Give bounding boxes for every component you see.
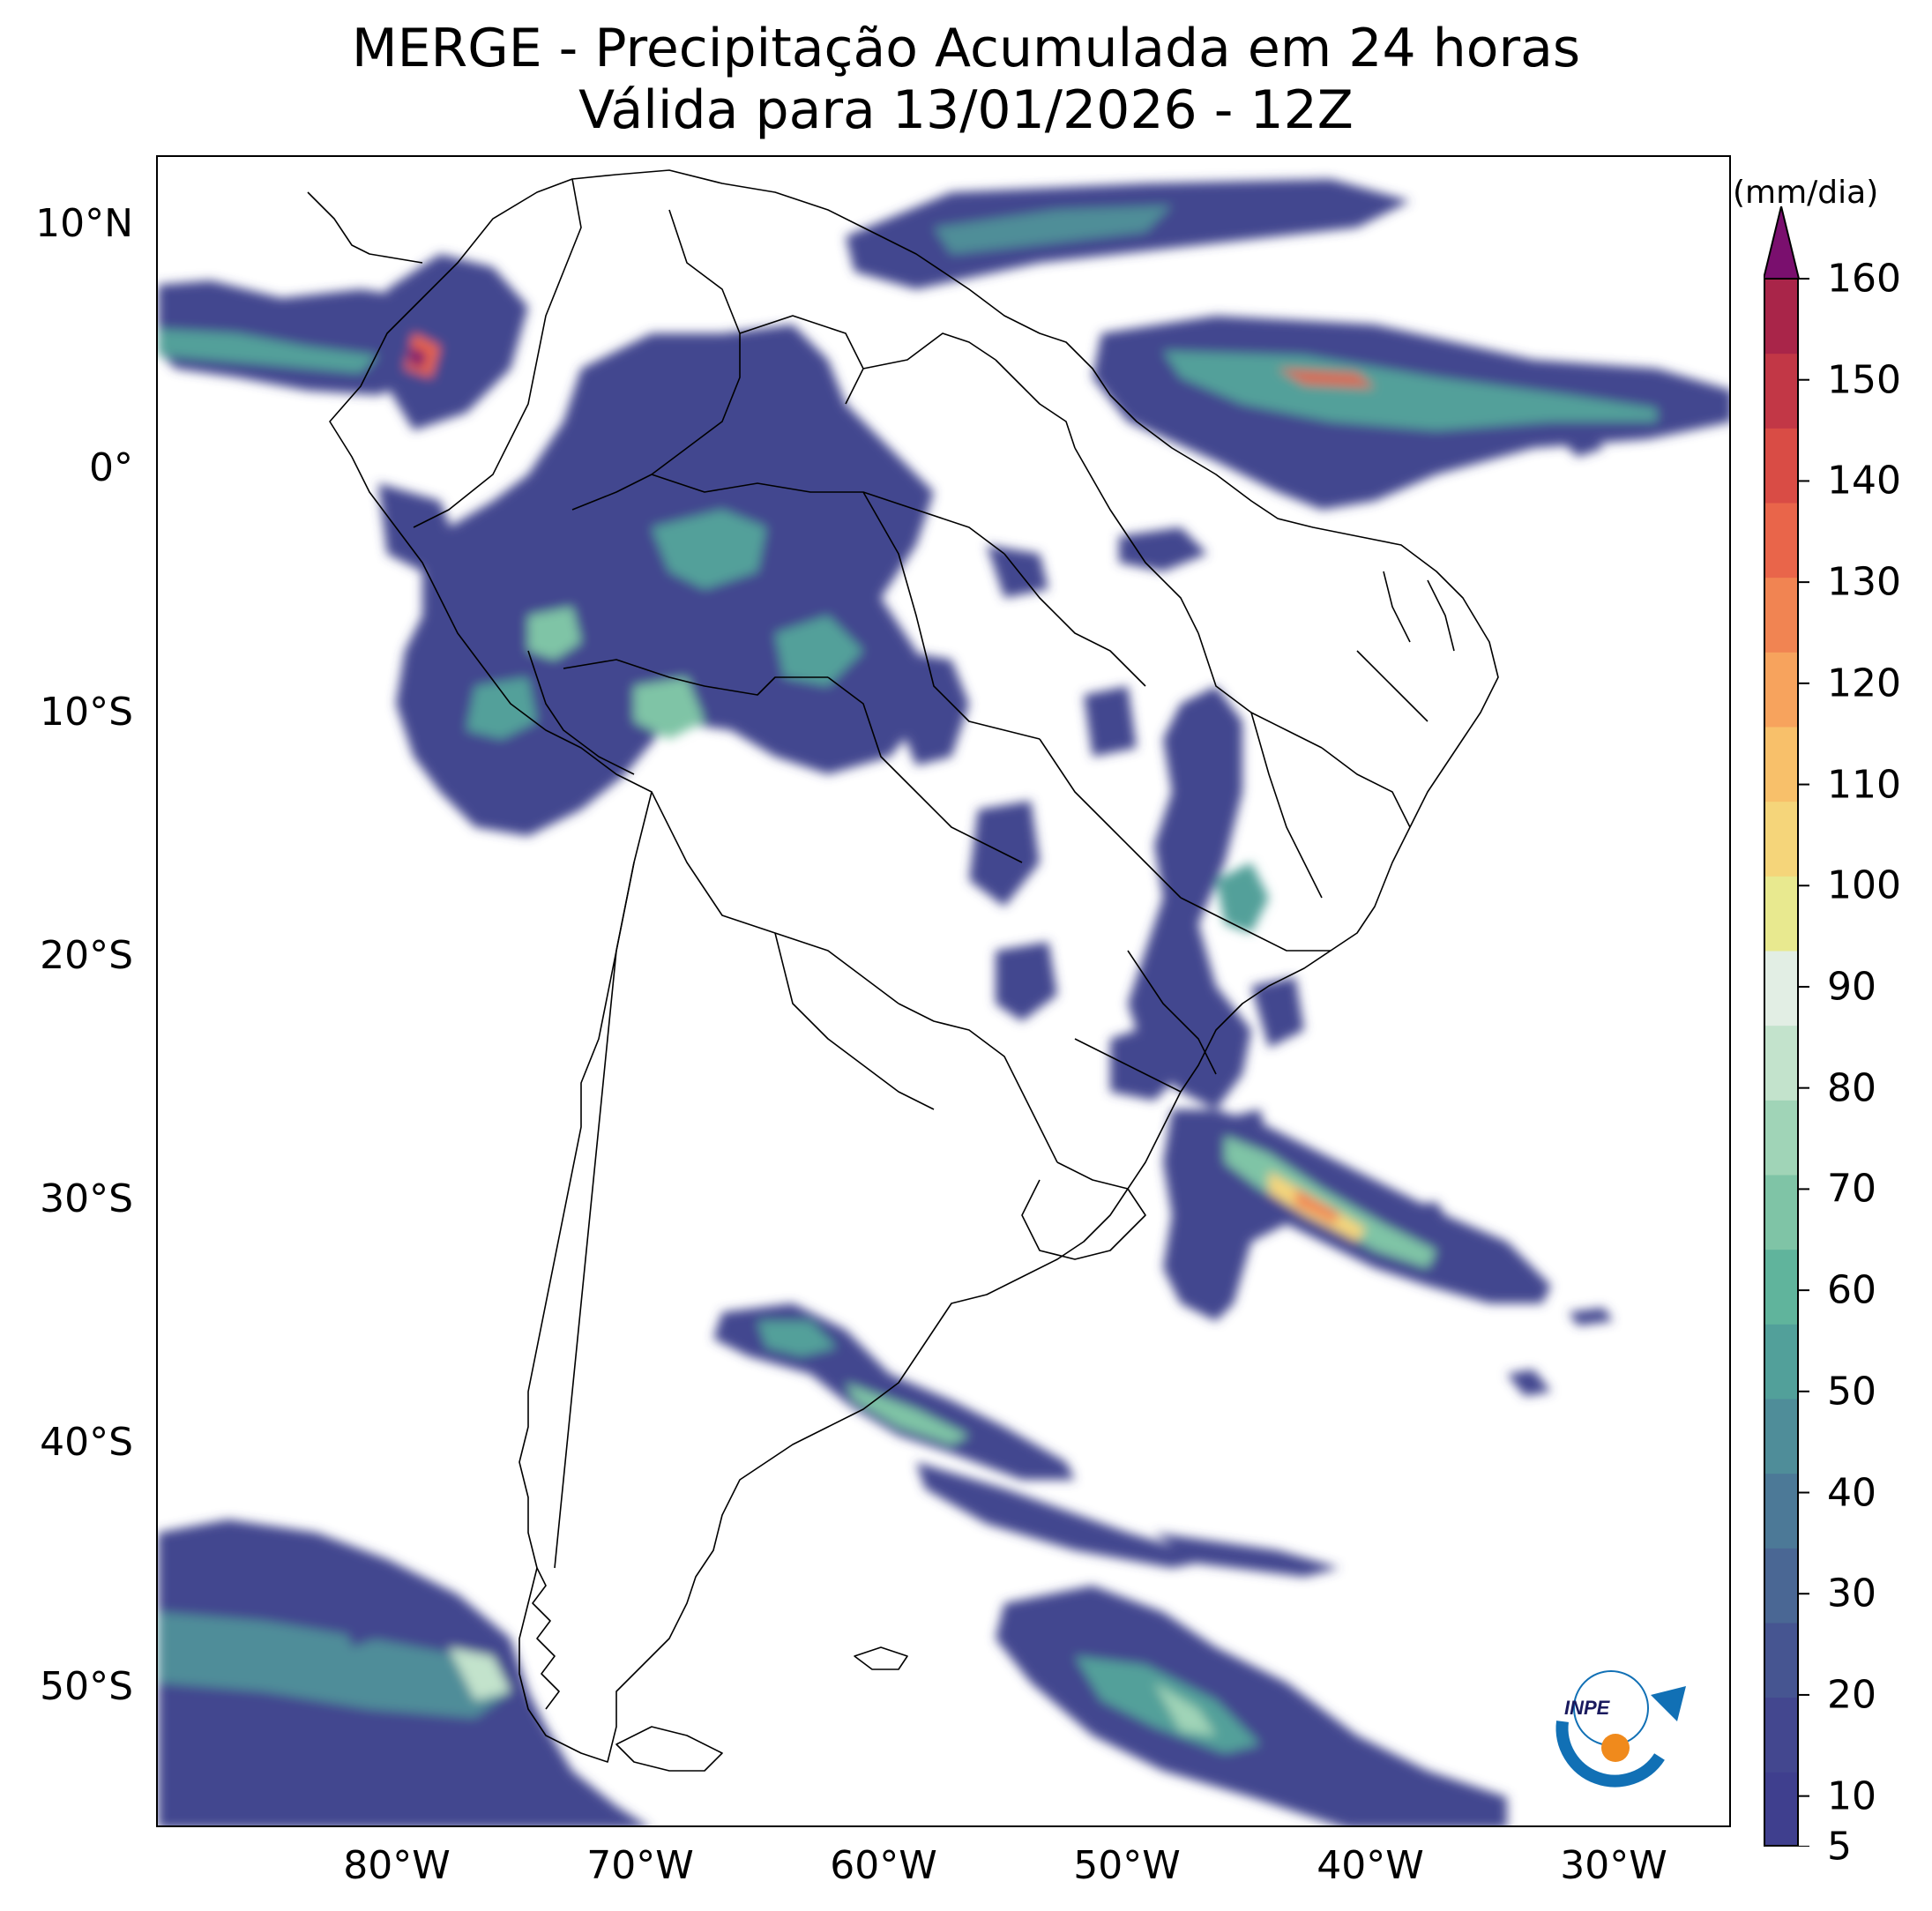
colorbar-band	[1764, 1025, 1799, 1101]
colorbar-tick-label: 30	[1827, 1571, 1876, 1616]
colorbar-extension	[1762, 205, 1801, 280]
colorbar-band	[1764, 1623, 1799, 1698]
colorbar: 5 10 20 30 40 50 60 70 80 90 100 110 120 130 140 150 160	[1762, 205, 1932, 1870]
colorbar-frame	[1764, 278, 1799, 1847]
colorbar-tick-label: 40	[1827, 1470, 1876, 1516]
map-canvas	[158, 169, 1729, 1825]
colorbar-tick-label: 100	[1827, 862, 1901, 908]
colorbar-band	[1764, 1772, 1799, 1848]
colorbar-band	[1764, 1249, 1799, 1325]
colorbar-band	[1764, 876, 1799, 952]
lon-label-60w: 60°W	[830, 1843, 937, 1888]
colorbar-band	[1764, 1548, 1799, 1624]
colorbar-band	[1764, 503, 1799, 579]
lon-label-40w: 40°W	[1317, 1843, 1424, 1888]
colorbar-scale	[1762, 205, 1809, 1848]
precipitation-map	[156, 155, 1731, 1827]
colorbar-band	[1764, 1100, 1799, 1176]
logo-arrow	[1651, 1686, 1686, 1721]
colorbar-tick-label: 130	[1827, 559, 1901, 605]
colorbar-tick-label: 140	[1827, 458, 1901, 504]
lat-label-20s: 20°S	[40, 933, 133, 978]
logo-swoosh	[1555, 1721, 1665, 1788]
colorbar-tick-label: 50	[1827, 1369, 1876, 1415]
lon-label-50w: 50°W	[1073, 1843, 1181, 1888]
colorbar-tick-label: 90	[1827, 964, 1876, 1010]
lon-label-80w: 80°W	[343, 1843, 451, 1888]
lon-label-70w: 70°W	[586, 1843, 694, 1888]
map-title: MERGE - Precipitação Acumulada em 24 hor…	[351, 18, 1581, 79]
colorbar-tick-label: 20	[1827, 1672, 1876, 1718]
colorbar-band	[1764, 1473, 1799, 1549]
colorbar-tick-label: 120	[1827, 661, 1901, 706]
lon-label-30w: 30°W	[1560, 1843, 1667, 1888]
map-subtitle: Válida para 13/01/2026 - 12Z	[578, 79, 1354, 141]
lat-label-40s: 40°S	[40, 1420, 133, 1465]
colorbar-tick-label: 110	[1827, 762, 1901, 808]
colorbar-band	[1764, 1324, 1799, 1400]
colorbar-band	[1764, 353, 1799, 429]
colorbar-band	[1764, 801, 1799, 877]
colorbar-unit: (mm/dia)	[1733, 175, 1879, 211]
colorbar-tick-label: 160	[1827, 256, 1901, 302]
colorbar-band	[1764, 652, 1799, 728]
colorbar-band	[1764, 279, 1799, 355]
colorbar-band	[1764, 951, 1799, 1026]
lat-label-10n: 10°N	[35, 201, 133, 246]
colorbar-tick-label: 5	[1827, 1824, 1852, 1870]
coastlines-and-borders	[307, 169, 1499, 1772]
colorbar-band	[1764, 1399, 1799, 1474]
colorbar-tick-label: 70	[1827, 1166, 1876, 1212]
colorbar-band	[1764, 577, 1799, 653]
colorbar-tick-label: 60	[1827, 1267, 1876, 1313]
inpe-logo: INPE	[1555, 1670, 1686, 1788]
logo-text: INPE	[1564, 1697, 1611, 1719]
lat-label-50s: 50°S	[40, 1664, 133, 1709]
lat-label-10s: 10°S	[40, 690, 133, 735]
lat-label-30s: 30°S	[40, 1176, 133, 1221]
colorbar-band	[1764, 727, 1799, 802]
colorbar-band	[1764, 1697, 1799, 1773]
colorbar-tick-label: 10	[1827, 1773, 1876, 1819]
colorbar-tick-label: 150	[1827, 357, 1901, 403]
lat-label-0: 0°	[89, 445, 133, 490]
colorbar-tick-label: 80	[1827, 1065, 1876, 1111]
logo-dot	[1601, 1734, 1630, 1762]
colorbar-band	[1764, 428, 1799, 504]
precipitation-shading	[158, 179, 1729, 1825]
colorbar-band	[1764, 1175, 1799, 1250]
